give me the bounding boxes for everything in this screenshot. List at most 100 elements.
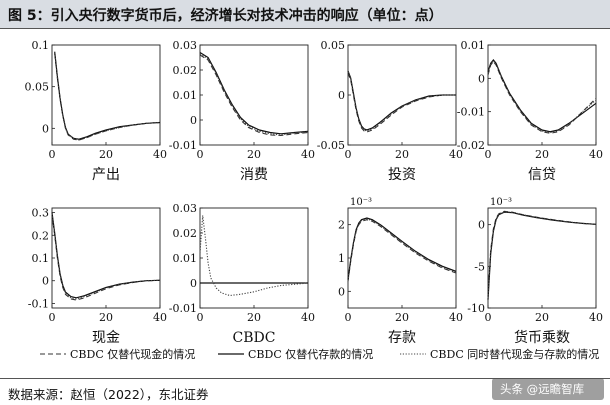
series-line-solid <box>51 212 161 299</box>
panel-title: 产出 <box>92 167 120 183</box>
watermark-background <box>492 378 604 400</box>
series-line-solid <box>347 70 456 131</box>
series-line-dashed <box>54 53 161 141</box>
series-line-solid <box>199 51 309 135</box>
panel-frame <box>51 207 161 309</box>
x-tick-label: 40 <box>301 148 315 161</box>
x-tick-label: 0 <box>345 311 352 324</box>
y-tick-label: -0.01 <box>457 106 485 119</box>
series-line-dotted <box>51 213 161 300</box>
title-bar <box>0 0 610 28</box>
x-tick-label: 20 <box>395 148 409 161</box>
y-tick-label: 0 <box>338 285 345 298</box>
y-tick-label: 0.03 <box>173 39 198 52</box>
y-tick-label: 0.01 <box>173 252 198 265</box>
x-tick-label: 40 <box>589 148 603 161</box>
x-tick-label: 20 <box>247 148 261 161</box>
axis-multiplier: 10⁻³ <box>350 197 372 208</box>
legend-label: CBDC 仅替代现金的情况 <box>70 347 195 361</box>
source-divider <box>0 378 610 379</box>
x-tick-label: 0 <box>345 148 352 161</box>
y-tick-label: -0.01 <box>169 139 197 152</box>
y-tick-label: -0.02 <box>457 139 485 152</box>
panel-title: 投资 <box>388 167 416 183</box>
series-line-solid <box>347 217 457 280</box>
y-tick-label: 1 <box>338 252 345 265</box>
title-divider <box>0 28 610 29</box>
x-tick-label: 0 <box>49 148 56 161</box>
y-tick-label: 2 <box>338 219 345 232</box>
y-tick-label: 0.01 <box>461 39 486 52</box>
x-tick-label: 20 <box>535 148 549 161</box>
x-tick-label: 20 <box>247 311 261 324</box>
series-line-dashed <box>487 60 597 134</box>
source-note: 数据来源：赵恒（2022），东北证券 <box>8 387 209 402</box>
y-tick-label: 0 <box>338 89 345 102</box>
y-tick-label: 0.3 <box>32 207 50 220</box>
x-tick-label: 0 <box>197 148 204 161</box>
x-tick-label: 20 <box>99 148 113 161</box>
y-tick-label: -10 <box>467 302 485 315</box>
watermark: 头条 @远瞻智库 <box>500 382 585 396</box>
series-line-solid <box>487 211 597 300</box>
panel-title: 货币乘数 <box>514 329 570 346</box>
x-tick-label: 40 <box>449 311 463 324</box>
x-tick-label: 40 <box>589 311 603 324</box>
series-line-solid <box>487 59 597 133</box>
series-line-dashed <box>347 219 457 282</box>
y-tick-label: 0.01 <box>173 89 198 102</box>
panel-title: 消费 <box>240 167 268 183</box>
y-tick-label: 0 <box>190 114 197 127</box>
y-tick-label: 0.05 <box>25 81 50 94</box>
x-tick-label: 40 <box>153 148 167 161</box>
y-tick-label: 0.05 <box>321 39 346 52</box>
x-tick-label: 20 <box>99 311 113 324</box>
y-tick-label: -0.05 <box>317 139 345 152</box>
series-line-dotted <box>487 211 597 299</box>
panel-frame <box>199 207 309 309</box>
x-tick-label: 40 <box>153 311 167 324</box>
x-tick-label: 20 <box>535 311 549 324</box>
y-tick-label: 0.02 <box>173 64 198 77</box>
panel-frame <box>347 207 457 309</box>
y-tick-label: -0.1 <box>28 297 49 310</box>
series-line-dotted <box>54 52 161 141</box>
x-tick-label: 0 <box>485 148 492 161</box>
y-tick-label: 0.1 <box>32 252 50 265</box>
series-line-dotted <box>199 215 309 297</box>
y-tick-label: -5 <box>474 260 485 273</box>
x-tick-label: 40 <box>301 311 315 324</box>
legend-label: CBDC 仅替代存款的情况 <box>248 347 373 361</box>
series-line-dotted <box>347 71 456 132</box>
y-tick-label: 0 <box>190 277 197 290</box>
y-tick-label: -0.01 <box>169 302 197 315</box>
y-tick-label: 0.03 <box>173 202 198 215</box>
x-tick-label: 0 <box>197 311 204 324</box>
x-tick-label: 40 <box>449 148 463 161</box>
series-line-dashed <box>347 72 456 133</box>
y-tick-label: 0.02 <box>173 227 198 240</box>
x-tick-label: 20 <box>395 311 409 324</box>
y-tick-label: 0 <box>42 275 49 288</box>
axis-multiplier: 10⁻³ <box>490 197 512 208</box>
series-line-dashed <box>199 54 309 137</box>
series-line-dotted <box>487 60 597 134</box>
figure-title: 图 5：引入央行数字货币后，经济增长对技术冲击的响应（单位：点） <box>8 8 443 24</box>
panel-frame <box>199 44 309 146</box>
panel-title: 现金 <box>92 330 120 346</box>
series-line-dotted <box>347 218 457 281</box>
y-tick-label: 0 <box>478 219 485 232</box>
legend-label: CBDC 同时替代现金与存款的情况 <box>430 347 599 361</box>
y-tick-label: 0.2 <box>32 229 50 242</box>
panel-title: 存款 <box>388 330 416 346</box>
series-line-dotted <box>199 53 309 136</box>
panel-title: 信贷 <box>528 167 556 183</box>
y-tick-label: 0 <box>42 122 49 135</box>
y-tick-label: 0.1 <box>32 39 50 52</box>
series-line-solid <box>54 51 161 140</box>
x-tick-label: 0 <box>485 311 492 324</box>
series-line-dashed <box>487 210 597 296</box>
y-tick-label: 0 <box>478 72 485 85</box>
x-tick-label: 0 <box>49 311 56 324</box>
